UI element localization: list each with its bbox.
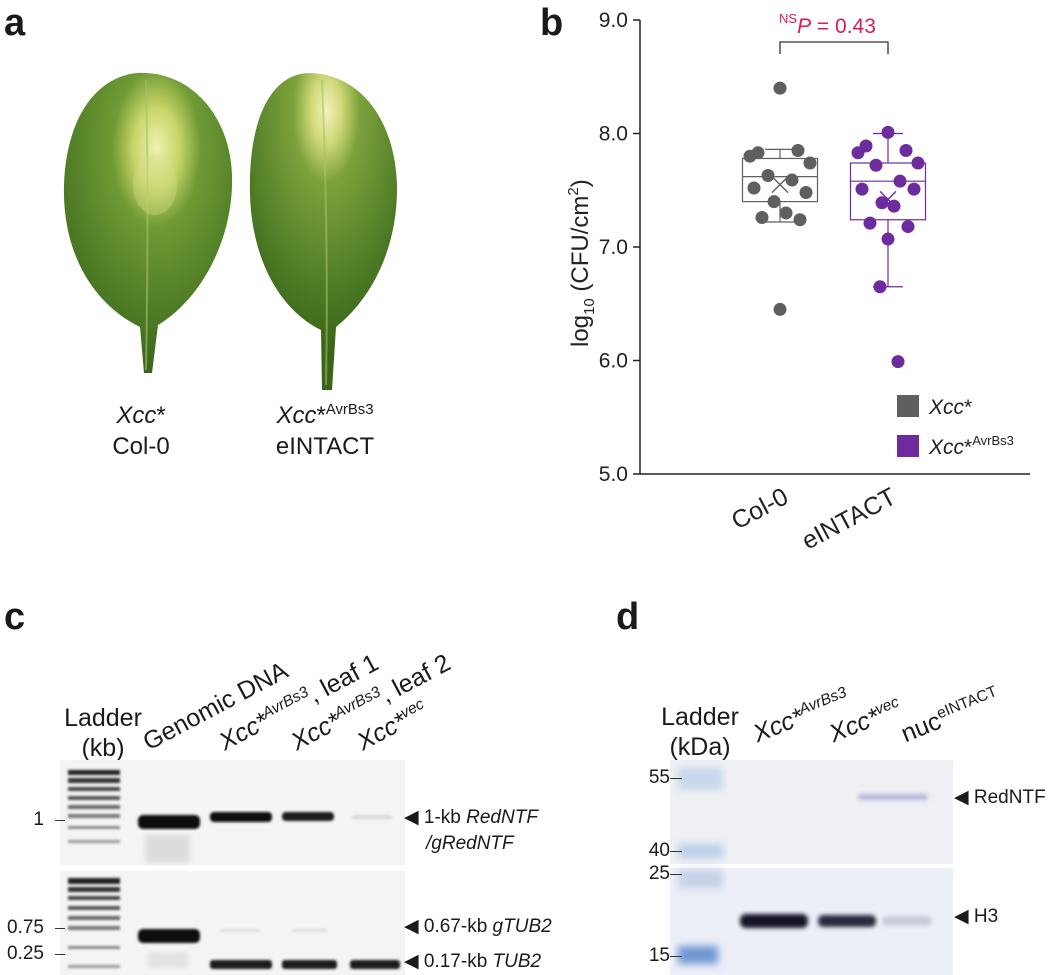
data-point bbox=[893, 174, 907, 188]
western-blot-image bbox=[670, 760, 953, 975]
annotation-d-h3: ◀ H3 bbox=[954, 906, 999, 927]
data-point bbox=[851, 146, 865, 160]
data-point bbox=[855, 182, 869, 196]
box-iqr bbox=[849, 162, 927, 221]
data-point bbox=[907, 182, 921, 196]
x-category-label: eINTACT bbox=[797, 483, 900, 556]
y-tick-label: 5.0 bbox=[599, 463, 628, 486]
ladder-title-c: Ladder bbox=[64, 704, 142, 732]
data-point bbox=[899, 144, 913, 158]
data-point bbox=[791, 144, 805, 158]
leaf2-strain: Xcc bbox=[276, 402, 317, 429]
data-point bbox=[773, 81, 787, 95]
y-axis-label: log10 (CFU/cm2) bbox=[565, 179, 598, 347]
annotation-tub2: ◀ 0.17-kb TUB2 bbox=[404, 951, 542, 972]
chart-axes: 5.0 6.0 7.0 8.0 9.0 log10 (CFU/cm2) Col-0 eINTA… bbox=[565, 9, 1030, 555]
y-tick-label: 9.0 bbox=[599, 9, 628, 32]
legend-label: Xcc* bbox=[928, 396, 972, 419]
leaf2-caption: Xcc*AvrBs3 eINTACT bbox=[240, 400, 410, 462]
gel-bottom-section bbox=[60, 871, 405, 975]
panel-label-d: d bbox=[616, 596, 640, 638]
size-mark-c-025: 0.25 bbox=[7, 943, 44, 964]
size-mark-c-075: 0.75 bbox=[7, 917, 44, 938]
leaf2-strain-sup: AvrBs3 bbox=[325, 402, 374, 418]
significance-bracket: NSP = 0.43 bbox=[779, 11, 889, 54]
data-point bbox=[911, 156, 925, 170]
ladder-bands-bottom bbox=[68, 878, 120, 968]
leaf-col0 bbox=[63, 72, 233, 374]
sample-bands-bottom bbox=[138, 929, 400, 969]
ladder-marks-d bbox=[678, 768, 723, 964]
data-point bbox=[743, 149, 757, 163]
ladder-title-d: Ladder bbox=[661, 703, 739, 731]
p-value-label: NSP = 0.43 bbox=[779, 11, 876, 38]
leaf1-strain-mark: * bbox=[156, 402, 166, 429]
data-point bbox=[767, 195, 781, 209]
data-point bbox=[869, 158, 883, 172]
panel-label-b: b bbox=[540, 2, 564, 44]
data-point bbox=[881, 232, 895, 246]
annotation-rednft: ◀ 1-kb RedNTF bbox=[404, 807, 538, 828]
legend-swatch bbox=[897, 435, 919, 457]
dna-gel-image bbox=[60, 760, 405, 975]
leaf1-line: Col-0 bbox=[112, 433, 170, 460]
legend-swatch bbox=[897, 395, 919, 417]
panel-label-a: a bbox=[4, 2, 26, 44]
leaf1-caption: Xcc* Col-0 bbox=[66, 400, 216, 462]
data-point bbox=[779, 206, 793, 220]
mean-marker bbox=[771, 176, 789, 194]
ladder-label-c: Ladder (kb) bbox=[60, 703, 146, 763]
data-point bbox=[793, 213, 807, 227]
lane-label-d-nuc: nuceINTACT bbox=[897, 682, 1000, 749]
annotation-grednft: /gRedNTF bbox=[426, 833, 514, 854]
data-point bbox=[901, 220, 915, 234]
sample-bands-top bbox=[138, 812, 392, 829]
y-tick-label: 8.0 bbox=[599, 123, 628, 146]
data-point bbox=[747, 181, 761, 195]
size-mark-d-25: 25 bbox=[648, 863, 670, 884]
cfu-boxplot: 5.0 6.0 7.0 8.0 9.0 log10 (CFU/cm2) Col-0 eINTA… bbox=[565, 9, 1030, 555]
panel-label-c: c bbox=[4, 596, 26, 638]
data-point bbox=[785, 173, 799, 187]
bracket-line bbox=[779, 41, 889, 54]
data-point bbox=[799, 186, 813, 200]
annotation-d-rednft: ◀ RedNTF bbox=[954, 787, 1046, 808]
data-point bbox=[891, 355, 905, 369]
data-point bbox=[773, 302, 787, 316]
data-point bbox=[803, 156, 817, 170]
size-mark-d-15: 15 bbox=[648, 945, 670, 966]
y-tick-label: 7.0 bbox=[599, 236, 628, 259]
leaf-eintact bbox=[249, 73, 398, 390]
ladder-unit-d: (kDa) bbox=[669, 733, 731, 761]
size-mark-d-40: 40 bbox=[648, 840, 670, 861]
chart-legend: Xcc* Xcc*AvrBs3 bbox=[897, 395, 1014, 459]
x-category-label: Col-0 bbox=[727, 483, 793, 536]
data-point bbox=[887, 199, 901, 213]
data-point bbox=[863, 216, 877, 230]
ladder-label-d: Ladder (kDa) bbox=[654, 702, 746, 762]
y-tick-label: 6.0 bbox=[599, 350, 628, 373]
size-mark-d-55: 55 bbox=[648, 767, 670, 788]
leaf1-strain: Xcc bbox=[116, 402, 157, 429]
data-point bbox=[875, 196, 889, 210]
leaf-photograph bbox=[63, 72, 398, 390]
size-mark-c-1: 1 bbox=[33, 809, 44, 830]
leaf2-strain-mark: * bbox=[316, 402, 326, 429]
chart-points bbox=[743, 81, 925, 369]
data-point bbox=[761, 168, 775, 182]
data-point bbox=[873, 280, 887, 294]
protein-bands bbox=[740, 794, 932, 928]
data-point bbox=[755, 210, 769, 224]
legend-label: Xcc*AvrBs3 bbox=[928, 433, 1014, 459]
annotation-gtub2: ◀ 0.67-kb gTUB2 bbox=[404, 916, 552, 937]
data-point bbox=[881, 125, 895, 139]
ladder-unit-c: (kb) bbox=[81, 734, 125, 762]
leaf2-line: eINTACT bbox=[275, 433, 375, 460]
ladder-bands-top bbox=[68, 770, 120, 843]
